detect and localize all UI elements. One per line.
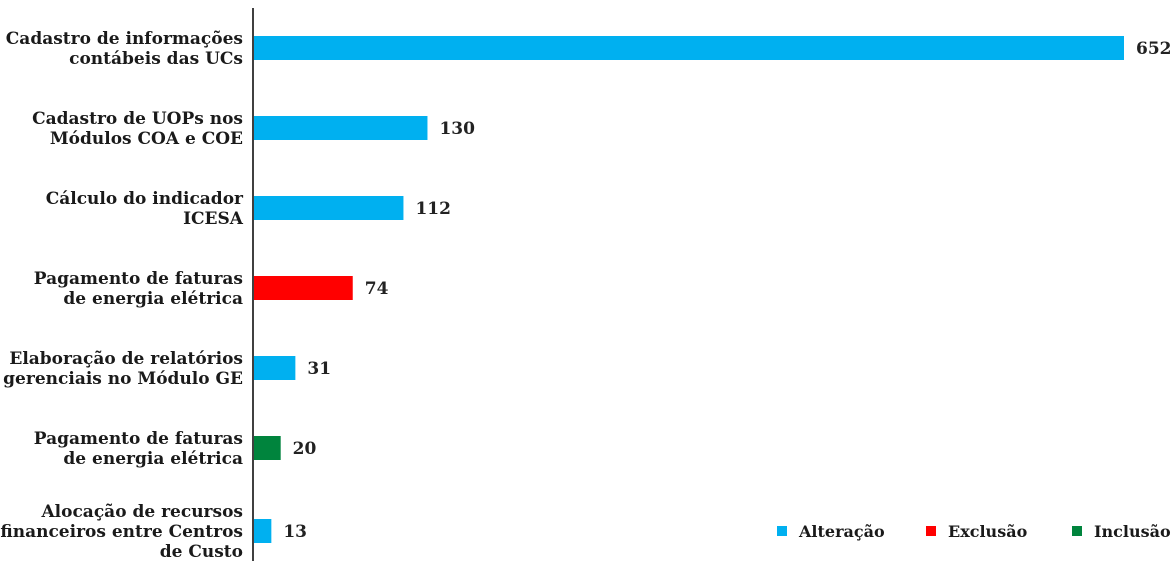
category-label-2-line-0: Cálculo do indicador xyxy=(46,189,244,209)
value-label-3: 74 xyxy=(365,279,389,299)
category-label-2-line-1: ICESA xyxy=(183,209,244,229)
value-label-0: 652 xyxy=(1136,39,1172,59)
category-label-3-line-0: Pagamento de faturas xyxy=(34,269,243,289)
legend: Alteração Exclusão Inclusão xyxy=(777,522,1171,541)
category-label-0-line-0: Cadastro de informações xyxy=(6,29,243,49)
bar-0 xyxy=(254,36,1124,60)
bar-2 xyxy=(254,196,404,220)
category-label-6-line-2: de Custo xyxy=(160,542,243,562)
value-label-2: 112 xyxy=(415,199,451,219)
category-label-0-line-1: contábeis das UCs xyxy=(69,49,243,69)
legend-label-2: Inclusão xyxy=(1094,522,1171,541)
legend-swatch-1 xyxy=(926,526,936,536)
value-label-1: 130 xyxy=(439,119,475,139)
category-label-5-line-0: Pagamento de faturas xyxy=(34,429,243,449)
legend-label-0: Alteração xyxy=(798,522,885,541)
value-label-5: 20 xyxy=(293,439,317,459)
category-label-6-line-1: financeiros entre Centros xyxy=(0,522,243,542)
category-label-4-line-0: Elaboração de relatórios xyxy=(9,349,243,369)
bar-4 xyxy=(254,356,296,380)
bar-1 xyxy=(254,116,428,140)
legend-swatch-0 xyxy=(777,526,787,536)
value-label-6: 13 xyxy=(283,522,307,542)
value-label-4: 31 xyxy=(307,359,331,379)
legend-label-1: Exclusão xyxy=(948,522,1028,541)
category-label-1-line-1: Módulos COA e COE xyxy=(50,129,243,149)
bar-6 xyxy=(254,519,272,543)
legend-swatch-2 xyxy=(1072,526,1082,536)
category-label-4-line-1: gerenciais no Módulo GE xyxy=(3,369,243,389)
category-label-5-line-1: de energia elétrica xyxy=(63,449,243,469)
category-label-6-line-0: Alocação de recursos xyxy=(40,502,243,522)
bar-3 xyxy=(254,276,353,300)
category-label-3-line-1: de energia elétrica xyxy=(63,289,243,309)
category-label-1-line-0: Cadastro de UOPs nos xyxy=(32,109,243,129)
bar-5 xyxy=(254,436,281,460)
